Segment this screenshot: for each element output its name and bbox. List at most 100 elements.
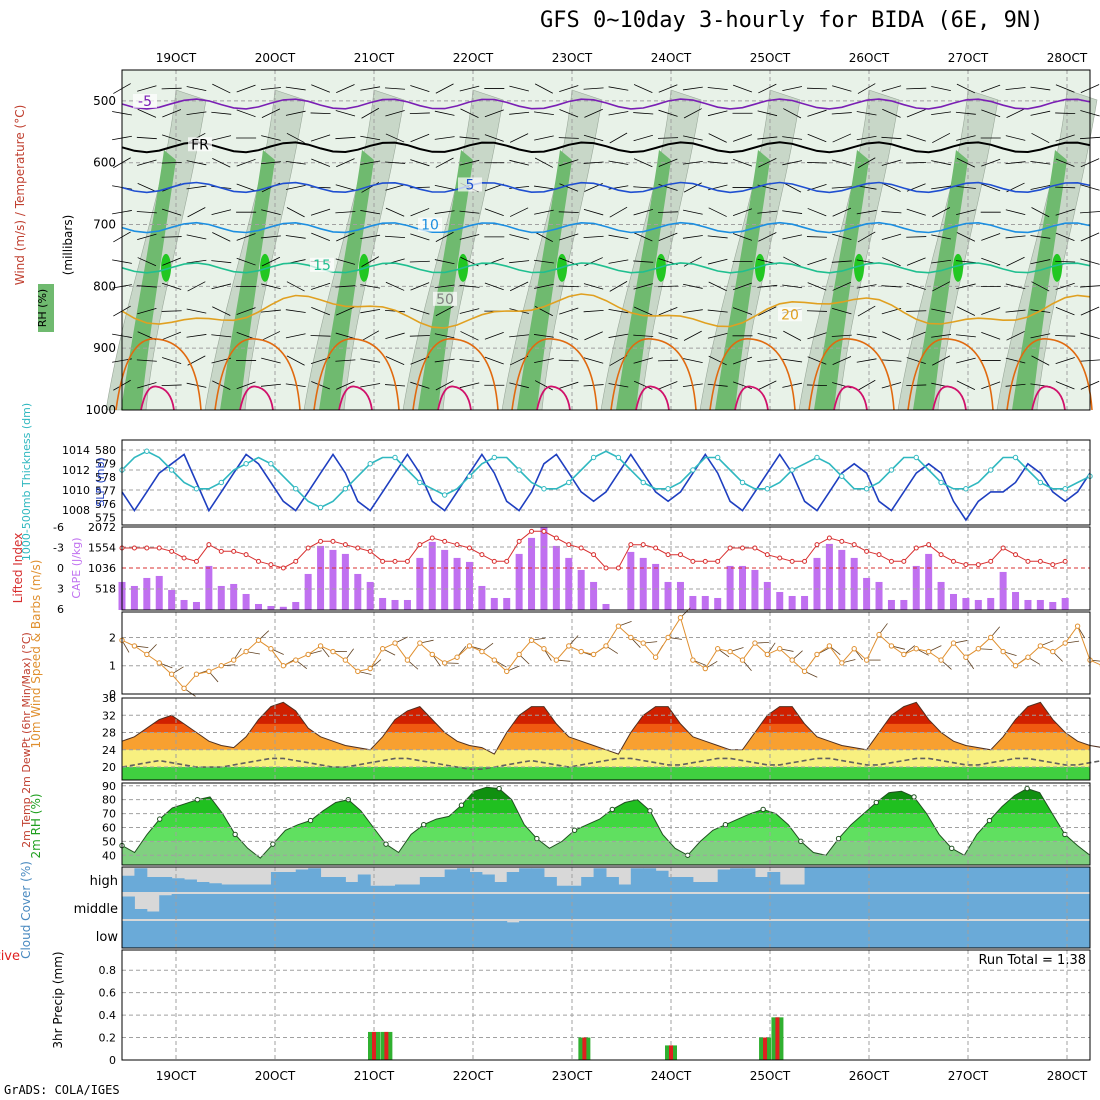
- rh-band-dark: [418, 150, 473, 410]
- wind-barb: [658, 158, 678, 167]
- cloud-middle-cell: [941, 894, 954, 919]
- wind-barb: [856, 210, 877, 215]
- wind-barb: [1055, 112, 1076, 115]
- cloud-low-cell: [370, 921, 384, 948]
- wind-barb: [956, 306, 976, 316]
- cape-bar: [825, 543, 833, 610]
- cloud-high-cell: [531, 868, 545, 892]
- rh-point: [458, 802, 465, 808]
- cape-bar: [1024, 599, 1032, 610]
- rh-tick-60: 60: [102, 821, 116, 834]
- x-label-bottom-24OCT: 24OCT: [651, 1069, 692, 1083]
- thickness-point: [888, 467, 895, 473]
- thickness-point: [541, 486, 547, 492]
- thickness-point: [466, 473, 473, 479]
- wind-barb: [434, 110, 455, 116]
- wind-barb: [484, 282, 504, 291]
- wind-barb: [434, 259, 455, 265]
- cloud-low-cell: [171, 921, 185, 948]
- cloud-low-cell: [941, 921, 954, 948]
- cape-bar: [701, 595, 709, 610]
- wind-barb: [931, 86, 951, 92]
- wind-point: [764, 651, 771, 658]
- cloud-high-cell: [829, 867, 843, 892]
- cloud-layer-high: high: [90, 874, 118, 889]
- li-point: [566, 542, 572, 548]
- isotherm-15: [121, 262, 1091, 274]
- wind-barb: [187, 281, 206, 292]
- wind-barb: [533, 185, 554, 190]
- wind-barb: [211, 334, 232, 338]
- cloud-high-cell: [891, 867, 905, 892]
- cloud-low-cell: [382, 921, 396, 948]
- x-label-top-23OCT: 23OCT: [552, 51, 593, 65]
- wind-barb: [261, 357, 281, 364]
- wind-barb: [806, 310, 827, 312]
- wind-point: [777, 646, 783, 652]
- wind-barb: [981, 233, 1001, 241]
- wind-barb: [385, 133, 405, 143]
- cloud-middle-cell: [1040, 894, 1054, 919]
- x-label-top-27OCT: 27OCT: [948, 51, 989, 65]
- wind-barb: [559, 183, 579, 192]
- cloud-middle-cell: [531, 894, 545, 919]
- contour-label-20: 20: [781, 307, 799, 323]
- rh-point: [1024, 785, 1030, 792]
- cloud-middle-cell: [382, 894, 396, 919]
- wind-barb: [1055, 134, 1075, 142]
- wind-barb: [633, 209, 653, 216]
- wind-barb: [285, 333, 306, 339]
- wind-barb: [956, 157, 976, 168]
- wind-barb: [1005, 283, 1026, 290]
- wind-barb: [856, 333, 877, 338]
- cloud-low-cell: [519, 921, 533, 948]
- wind-barb: [732, 208, 753, 216]
- wind-barb: [1030, 259, 1051, 265]
- wind-barb: [658, 285, 679, 288]
- cloud-middle-cell: [779, 894, 793, 919]
- wind-point: [615, 623, 622, 629]
- isotherm-25-loop: [511, 338, 598, 411]
- wind-barb: [758, 232, 777, 242]
- contour-label-10: 10: [421, 218, 439, 234]
- rh-ylabel: 2m RH (%): [29, 793, 43, 858]
- wind-point: [168, 671, 175, 677]
- wind-barb: [261, 108, 281, 119]
- wind-barb: [361, 330, 380, 342]
- cloud-low-cell: [903, 921, 917, 948]
- wind-barb: [161, 310, 182, 312]
- wind-barb: [683, 330, 702, 341]
- cloud-low-cell: [767, 921, 781, 948]
- temp-tick-32: 32: [102, 709, 116, 722]
- wind-barb: [807, 258, 827, 266]
- rh-point: [873, 799, 879, 806]
- rh-band-dark: [319, 150, 374, 410]
- wind-barb: [707, 87, 728, 90]
- wind-barb: [161, 161, 182, 164]
- li-point: [826, 535, 832, 541]
- wind-barb: [583, 161, 604, 164]
- cape-bar: [230, 583, 238, 610]
- cloud-low-cell: [804, 921, 818, 948]
- wind-point: [925, 648, 932, 655]
- rh-point: [270, 841, 276, 847]
- isotherm-5: [121, 181, 1091, 194]
- wind-barb: [534, 283, 554, 289]
- wind-point: [1062, 640, 1068, 646]
- wind-barb: [137, 307, 157, 315]
- wind-barb: [955, 186, 976, 189]
- cape-bar: [1036, 599, 1044, 610]
- cloud-middle-cell: [754, 894, 768, 919]
- cloud-middle-cell: [1077, 894, 1091, 919]
- cloud-middle-cell: [742, 894, 756, 919]
- wind-barb: [758, 157, 777, 168]
- wind-barb: [981, 183, 1001, 192]
- cloud-middle-cell: [655, 894, 669, 919]
- cloud-high-cell: [953, 867, 967, 892]
- rh-point: [949, 845, 955, 852]
- cape-bar: [503, 597, 511, 610]
- thickness-point: [764, 486, 771, 492]
- isotherm-25-loop: [709, 338, 796, 411]
- cape-bar: [900, 599, 908, 610]
